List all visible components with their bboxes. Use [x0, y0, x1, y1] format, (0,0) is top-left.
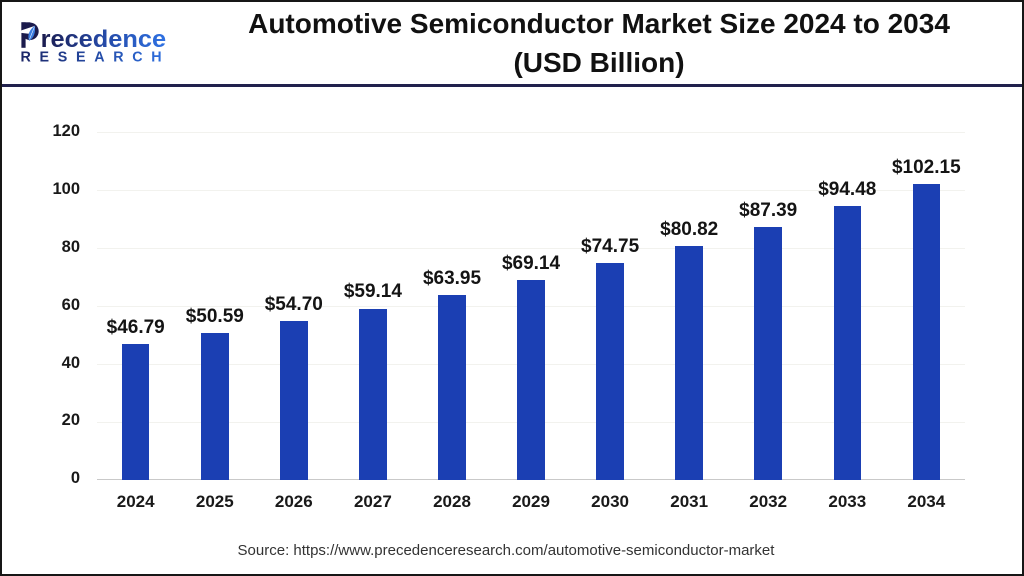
svg-text:recedence: recedence	[41, 26, 167, 53]
svg-text:RESEARCH: RESEARCH	[21, 49, 171, 65]
